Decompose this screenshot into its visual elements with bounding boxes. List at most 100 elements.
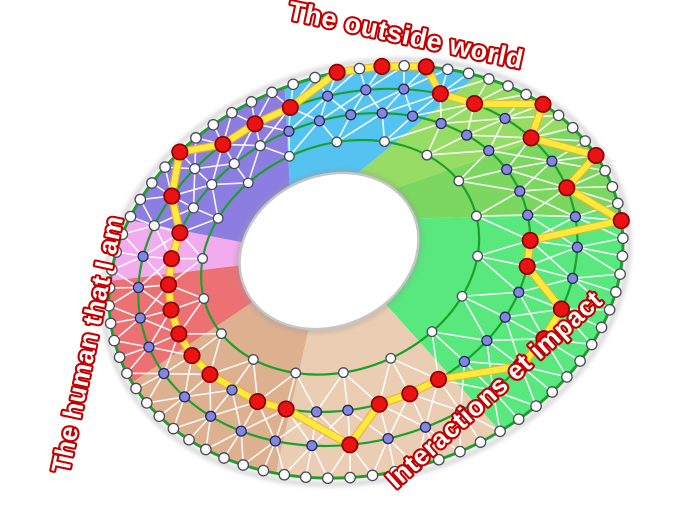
outer-node[interactable]: [561, 371, 573, 383]
path-node-red[interactable]: [162, 250, 181, 268]
outer-node[interactable]: [585, 338, 598, 351]
ring2-node[interactable]: [226, 384, 238, 396]
outer-node[interactable]: [121, 367, 133, 380]
outer-node[interactable]: [614, 268, 626, 280]
path-node-red[interactable]: [341, 436, 359, 454]
ring1-node[interactable]: [215, 328, 227, 340]
ring3-node[interactable]: [360, 84, 372, 96]
path-node-red[interactable]: [552, 300, 570, 318]
outer-node[interactable]: [574, 355, 586, 367]
path-node-red[interactable]: [417, 58, 435, 76]
path-node-red[interactable]: [370, 395, 388, 413]
ring1-node[interactable]: [290, 367, 302, 379]
outer-node[interactable]: [520, 88, 532, 101]
outer-node[interactable]: [278, 468, 291, 481]
outer-node[interactable]: [190, 132, 202, 144]
ring3-node[interactable]: [158, 367, 170, 380]
outer-node[interactable]: [595, 321, 608, 334]
ring3-node[interactable]: [455, 405, 467, 417]
ring3-node[interactable]: [143, 341, 155, 353]
outer-node[interactable]: [116, 228, 129, 241]
outer-node[interactable]: [454, 445, 466, 458]
path-node-red[interactable]: [522, 129, 540, 147]
outer-node[interactable]: [530, 400, 542, 412]
ring2-node[interactable]: [513, 286, 525, 298]
path-node-red[interactable]: [162, 301, 180, 319]
path-node-red[interactable]: [328, 63, 346, 81]
ring3-node[interactable]: [569, 211, 582, 223]
outer-node[interactable]: [482, 73, 495, 85]
path-node-red[interactable]: [277, 400, 295, 418]
ring1-node[interactable]: [426, 326, 438, 338]
path-node-red[interactable]: [171, 143, 189, 161]
outer-node[interactable]: [245, 96, 258, 108]
outer-node[interactable]: [566, 121, 579, 134]
outer-node[interactable]: [353, 62, 366, 75]
outer-node[interactable]: [502, 80, 514, 92]
ring1-node[interactable]: [453, 175, 465, 187]
path-node-red[interactable]: [214, 135, 232, 153]
outer-node[interactable]: [113, 351, 126, 364]
ring1-node[interactable]: [331, 136, 343, 148]
ring1-node[interactable]: [198, 293, 210, 305]
ring2-node[interactable]: [283, 125, 295, 137]
outer-node[interactable]: [474, 436, 487, 448]
outer-node[interactable]: [130, 382, 142, 395]
outer-node[interactable]: [599, 164, 611, 177]
outer-node[interactable]: [124, 210, 137, 223]
path-node-red[interactable]: [431, 85, 449, 103]
path-node-red[interactable]: [246, 115, 264, 133]
outer-node[interactable]: [106, 264, 118, 276]
outer-node[interactable]: [200, 443, 212, 456]
outer-node[interactable]: [321, 472, 334, 485]
path-node-red[interactable]: [401, 385, 419, 403]
outer-node[interactable]: [616, 250, 629, 262]
outer-node[interactable]: [366, 469, 379, 482]
outer-node[interactable]: [609, 286, 622, 298]
path-node-red[interactable]: [535, 330, 553, 348]
ring2-node[interactable]: [483, 144, 495, 157]
outer-node[interactable]: [159, 161, 171, 173]
outer-node[interactable]: [579, 135, 592, 147]
path-node-red[interactable]: [558, 179, 576, 197]
ring3-node[interactable]: [205, 410, 217, 422]
outer-node[interactable]: [183, 433, 195, 446]
ring3-node[interactable]: [566, 272, 579, 285]
ring3-node[interactable]: [487, 384, 499, 397]
ring2-node[interactable]: [228, 157, 240, 170]
ring2-node[interactable]: [499, 311, 511, 323]
ring3-node[interactable]: [189, 163, 201, 175]
ring1-node[interactable]: [456, 290, 468, 302]
outer-node[interactable]: [462, 67, 475, 80]
path-node-red[interactable]: [587, 146, 605, 165]
ring3-node[interactable]: [269, 435, 281, 447]
ring1-node[interactable]: [197, 253, 209, 264]
outer-node[interactable]: [411, 460, 423, 473]
path-node-red[interactable]: [518, 257, 536, 275]
outer-node[interactable]: [441, 63, 454, 76]
outer-node[interactable]: [207, 118, 220, 131]
outer-node[interactable]: [494, 425, 506, 438]
ring3-node[interactable]: [571, 241, 583, 253]
path-node-red[interactable]: [429, 370, 448, 388]
ring2-node[interactable]: [514, 185, 526, 197]
ring3-node[interactable]: [132, 281, 145, 294]
ring2-node[interactable]: [461, 129, 473, 141]
path-node-red[interactable]: [534, 95, 552, 113]
path-node-red[interactable]: [512, 357, 530, 375]
outer-node[interactable]: [299, 471, 312, 484]
ring2-node[interactable]: [522, 209, 534, 221]
ring3-node[interactable]: [148, 219, 160, 232]
ring2-node[interactable]: [310, 406, 323, 418]
ring3-node[interactable]: [499, 112, 511, 125]
ring2-node[interactable]: [435, 117, 447, 130]
ring2-node[interactable]: [313, 115, 326, 127]
path-node-red[interactable]: [171, 224, 189, 242]
ring3-node[interactable]: [306, 439, 318, 452]
ring3-node[interactable]: [134, 312, 146, 324]
outer-node[interactable]: [134, 193, 147, 206]
ring3-node[interactable]: [137, 250, 149, 263]
ring2-node[interactable]: [345, 109, 357, 121]
path-node-red[interactable]: [612, 212, 630, 230]
path-node-red[interactable]: [249, 393, 267, 411]
